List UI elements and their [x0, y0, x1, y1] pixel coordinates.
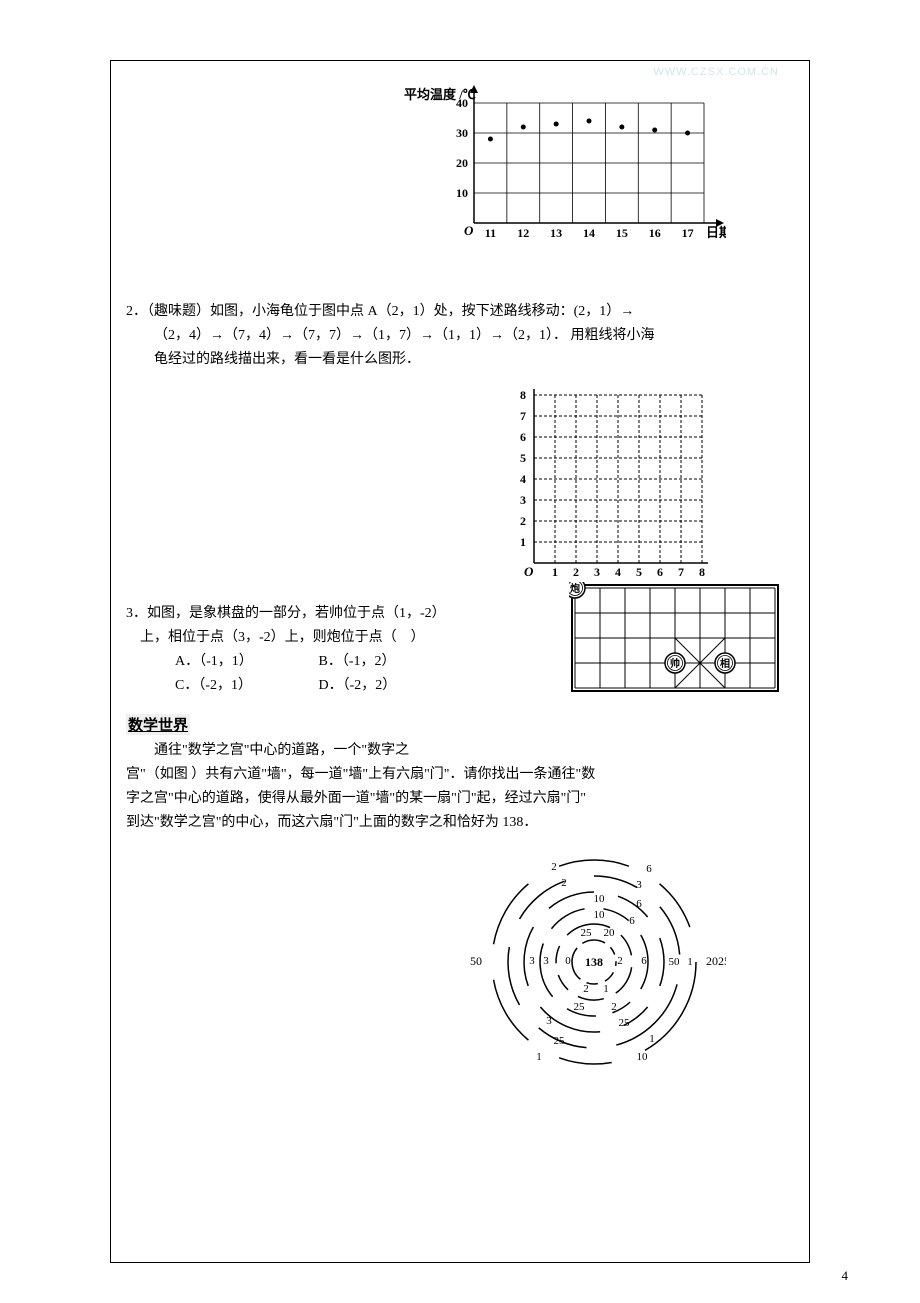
svg-text:14: 14	[583, 226, 595, 240]
svg-text:5: 5	[636, 565, 642, 579]
svg-text:13: 13	[550, 226, 562, 240]
svg-text:17: 17	[682, 226, 694, 240]
option-c: C．（-2，1）	[175, 674, 315, 698]
temperature-chart: 平均温度 /℃ 1020304011121314151617O日期	[396, 85, 794, 250]
svg-text:2: 2	[583, 983, 589, 995]
svg-text:1: 1	[649, 1033, 655, 1045]
grid-svg: 1 2 3 4 5 6 7 8 1 2 3 4 5 6 7 8 O	[506, 379, 726, 579]
svg-text:6: 6	[636, 898, 642, 910]
svg-text:25: 25	[581, 927, 593, 939]
svg-text:4: 4	[615, 565, 621, 579]
svg-text:20: 20	[456, 156, 468, 170]
svg-text:30: 30	[456, 126, 468, 140]
svg-text:6: 6	[520, 430, 526, 444]
svg-text:6: 6	[646, 863, 652, 875]
svg-text:6: 6	[629, 915, 635, 927]
chess-figure: 炮帅 相	[569, 582, 784, 702]
svg-text:2: 2	[573, 565, 579, 579]
svg-text:2: 2	[551, 861, 557, 873]
problem-3-number: 3．	[126, 606, 147, 621]
svg-text:50: 50	[470, 954, 482, 968]
svg-text:50: 50	[669, 956, 681, 968]
svg-text:7: 7	[520, 409, 526, 423]
svg-text:12: 12	[517, 226, 529, 240]
svg-text:炮: 炮	[569, 582, 580, 595]
svg-text:10: 10	[594, 893, 606, 905]
problem-2-tag: （趣味题）	[147, 304, 210, 319]
svg-text:帅: 帅	[670, 657, 680, 670]
svg-text:3: 3	[546, 1015, 552, 1027]
chess-svg: 炮帅 相	[569, 582, 784, 697]
svg-text:20: 20	[604, 927, 616, 939]
svg-text:25: 25	[718, 954, 726, 968]
svg-text:10: 10	[594, 909, 606, 921]
math-world-body: 通往"数学之宫"中心的道路，一个"数字之 宫"（如图 ）共有六道"墙"，每一道"…	[126, 739, 794, 834]
option-b: B．（-1，2）	[319, 650, 396, 674]
svg-text:10: 10	[456, 186, 468, 200]
svg-text:1: 1	[687, 956, 693, 968]
problem-2-number: 2．	[126, 304, 147, 319]
option-d: D．（-2，2）	[319, 674, 397, 698]
svg-text:4: 4	[520, 472, 526, 486]
svg-text:1: 1	[552, 565, 558, 579]
math-world-title: 数学世界	[126, 714, 190, 735]
svg-text:25: 25	[619, 1017, 631, 1029]
svg-text:7: 7	[678, 565, 684, 579]
watermark-text: WWW.CZSX.COM.CN	[653, 66, 779, 78]
svg-text:1: 1	[536, 1051, 542, 1063]
svg-text:1: 1	[520, 535, 526, 549]
svg-text:3: 3	[594, 565, 600, 579]
svg-text:10: 10	[637, 1051, 649, 1063]
maze-svg: 1385020252611023251106325310625236252021…	[466, 847, 726, 1077]
math-world-line2: 宫"（如图 ）共有六道"墙"，每一道"墙"上有六扇"门"．请你找出一条通往"数	[126, 763, 794, 787]
svg-text:138: 138	[585, 955, 603, 969]
math-world-line4: 到达"数学之宫"的中心，而这六扇"门"上面的数字之和恰好为 138．	[126, 811, 794, 835]
svg-text:20: 20	[706, 954, 718, 968]
svg-text:3: 3	[636, 879, 642, 891]
svg-text:1: 1	[603, 983, 609, 995]
math-world-line1: 通往"数学之宫"中心的道路，一个"数字之	[126, 739, 794, 763]
svg-text:2: 2	[561, 877, 567, 889]
svg-text:O: O	[524, 564, 534, 579]
svg-text:40: 40	[456, 96, 468, 110]
svg-text:O: O	[464, 223, 474, 238]
problem-2: 2．（趣味题）如图，小海龟位于图中点 A（2，1）处，按下述路线移动：(2，1）…	[126, 300, 794, 371]
svg-text:2: 2	[520, 514, 526, 528]
problem-3-line1: 如图，是象棋盘的一部分，若帅位于点（1，-2）	[147, 606, 446, 621]
svg-text:3: 3	[520, 493, 526, 507]
page-number: 4	[842, 1268, 849, 1284]
option-a: A．（-1，1）	[175, 650, 315, 674]
problem-2-line3: 龟经过的路线描出来，看一看是什么图形．	[154, 348, 794, 372]
grid-figure: 1 2 3 4 5 6 7 8 1 2 3 4 5 6 7 8 O	[506, 379, 794, 584]
svg-text:25: 25	[554, 1035, 566, 1047]
svg-text:相: 相	[720, 657, 730, 670]
svg-text:2: 2	[617, 955, 623, 967]
chart-svg: 平均温度 /℃ 1020304011121314151617O日期	[396, 85, 726, 245]
svg-text:2: 2	[611, 1001, 617, 1013]
svg-text:8: 8	[699, 565, 705, 579]
svg-text:15: 15	[616, 226, 628, 240]
page-frame: WWW.CZSX.COM.CN 平均温度 /℃ 1020304011121314…	[110, 60, 810, 1263]
svg-text:6: 6	[657, 565, 663, 579]
problem-2-line1: 如图，小海龟位于图中点 A（2，1）处，按下述路线移动：(2，1）→	[210, 304, 634, 319]
svg-text:25: 25	[574, 1001, 586, 1013]
svg-text:8: 8	[520, 388, 526, 402]
svg-text:0: 0	[565, 955, 571, 967]
svg-text:11: 11	[485, 226, 496, 240]
maze-figure: 1385020252611023251106325310625236252021…	[466, 847, 794, 1082]
problem-2-line2: （2，4）→（7，4）→（7，7）→（1，7）→（1，1）→（2，1）． 用粗线…	[154, 324, 794, 348]
svg-text:3: 3	[529, 955, 535, 967]
svg-text:3: 3	[543, 955, 549, 967]
svg-text:5: 5	[520, 451, 526, 465]
math-world-line3: 字之宫"中心的道路，使得从最外面一道"墙"的某一扇"门"起，经过六扇"门"	[126, 787, 794, 811]
svg-text:6: 6	[641, 955, 647, 967]
svg-text:16: 16	[649, 226, 661, 240]
svg-text:日期: 日期	[706, 225, 726, 240]
